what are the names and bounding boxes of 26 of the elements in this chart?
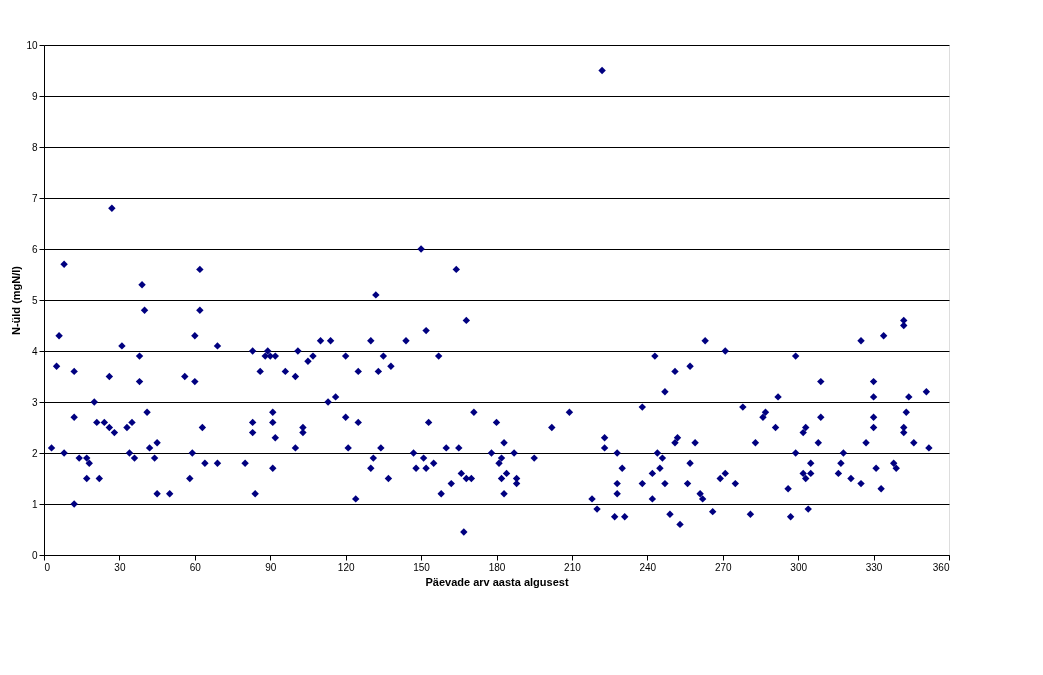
y-tick-label: 8 [31,141,38,153]
x-tick-label: 360 [932,561,950,573]
x-tick-label: 30 [114,561,126,573]
y-tick-label: 1 [31,498,38,510]
x-axis-title: Päevade arv aasta algusest [425,575,569,588]
y-tick-label: 0 [31,549,38,561]
y-tick-label: 3 [31,396,38,408]
y-tick-label: 6 [31,243,38,255]
x-tick-label: 240 [639,561,657,573]
x-tick-label: 300 [790,561,808,573]
x-tick-label: 90 [265,561,277,573]
x-tick-label: 270 [714,561,733,573]
y-tick-label: 7 [31,192,38,204]
x-tick-label: 180 [488,561,506,573]
x-tick-label: 0 [44,561,51,573]
x-tick-label: 120 [337,561,355,573]
y-tick-label: 10 [26,39,38,51]
y-tick-label: 9 [31,90,38,102]
x-tick-label: 210 [564,561,582,573]
y-tick-label: 2 [31,447,38,459]
x-tick-label: 60 [189,561,202,573]
y-axis-title: N-üld (mgN/l) [10,265,23,336]
y-tick-label: 4 [31,345,38,357]
x-tick-label: 330 [865,561,883,573]
x-tick-label: 150 [413,561,431,573]
y-tick-label: 5 [31,294,38,306]
